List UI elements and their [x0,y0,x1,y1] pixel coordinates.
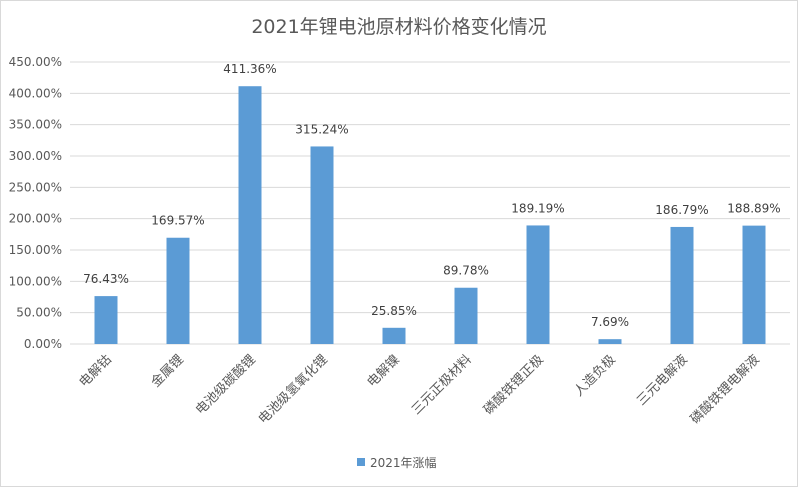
y-tick-label: 300.00% [9,149,62,163]
data-label: 25.85% [371,304,417,318]
x-tick-label: 磷酸铁锂正极 [481,352,547,418]
bar [382,327,406,344]
y-tick-label: 250.00% [9,180,62,194]
bar [670,226,694,344]
bar [94,296,118,344]
bar [454,287,478,344]
data-label: 169.57% [151,214,204,228]
bar [598,339,622,344]
bar [238,86,262,344]
y-tick-label: 50.00% [16,306,62,320]
data-label: 89.78% [443,264,489,278]
data-label: 189.19% [511,201,564,215]
y-tick-label: 150.00% [9,243,62,257]
legend-swatch [357,458,365,466]
x-tick-label: 电解钴 [77,352,115,390]
data-label: 7.69% [591,315,629,329]
bar [310,146,334,344]
x-tick-label: 三元电解液 [634,352,691,409]
bar [166,237,190,344]
y-tick-label: 100.00% [9,274,62,288]
data-label: 411.36% [223,62,276,76]
data-label: 188.89% [727,202,780,216]
x-tick-label: 电池级碳酸锂 [193,352,259,418]
y-tick-label: 0.00% [24,337,62,351]
chart-title: 2021年锂电池原材料价格变化情况 [251,16,546,38]
y-tick-label: 200.00% [9,212,62,226]
x-tick-label: 人造负极 [571,352,618,399]
x-tick-label: 三元正极材料 [409,352,475,418]
bar [742,225,766,344]
data-label: 76.43% [83,272,129,286]
y-tick-label: 450.00% [9,55,62,69]
x-tick-label: 电解镍 [365,352,403,390]
x-tick-label: 金属锂 [148,352,187,391]
x-tick-label: 磷酸铁锂电解液 [688,352,763,427]
y-tick-label: 350.00% [9,118,62,132]
x-tick-label: 电池级氢氧化锂 [256,352,331,427]
y-tick-label: 400.00% [9,86,62,100]
data-label: 186.79% [655,203,708,217]
data-label: 315.24% [295,122,348,136]
legend-label: 2021年涨幅 [370,455,437,470]
bar [526,225,550,344]
